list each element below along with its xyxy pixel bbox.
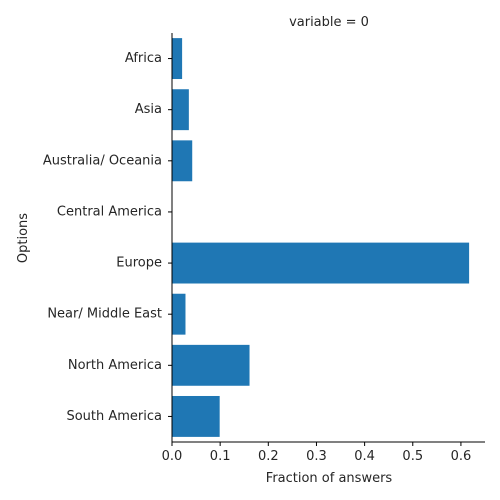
bar-south-america bbox=[172, 395, 220, 437]
y-tick-label-central-america: Central America bbox=[57, 204, 162, 219]
x-axis-title: Fraction of answers bbox=[266, 471, 393, 486]
y-tick-label-north-america: North America bbox=[68, 358, 162, 373]
x-tick-label-5: 0.5 bbox=[402, 449, 423, 464]
y-tick-label-australia-oceania: Australia/ Oceania bbox=[43, 153, 162, 168]
y-axis-ticks: Africa Asia Australia/ Oceania Central Amer… bbox=[43, 51, 172, 424]
y-tick-label-africa: Africa bbox=[125, 51, 162, 66]
facet-title: variable = 0 bbox=[289, 15, 369, 30]
y-tick-label-europe: Europe bbox=[116, 256, 162, 271]
x-tick-label-6: 0.6 bbox=[451, 449, 472, 464]
x-tick-label-1: 0.1 bbox=[210, 449, 231, 464]
y-tick-label-near-middle-east: Near/ Middle East bbox=[47, 307, 162, 322]
bar-near-middle-east bbox=[172, 293, 186, 335]
bar-asia bbox=[172, 89, 189, 131]
y-tick-label-south-america: South America bbox=[66, 409, 162, 424]
bars bbox=[172, 38, 470, 437]
y-tick-label-asia: Asia bbox=[135, 102, 162, 117]
x-tick-label-2: 0.2 bbox=[258, 449, 279, 464]
x-axis-ticks: 0.0 0.1 0.2 0.3 0.4 0.5 0.6 bbox=[162, 442, 472, 464]
x-tick-label-3: 0.3 bbox=[306, 449, 327, 464]
x-tick-label-4: 0.4 bbox=[354, 449, 375, 464]
bar-australia-oceania bbox=[172, 140, 193, 182]
bar-africa bbox=[172, 38, 183, 80]
bar-north-america bbox=[172, 344, 250, 386]
bar-europe bbox=[172, 242, 470, 284]
x-tick-label-0: 0.0 bbox=[162, 449, 183, 464]
y-axis-title: Options bbox=[16, 213, 31, 263]
